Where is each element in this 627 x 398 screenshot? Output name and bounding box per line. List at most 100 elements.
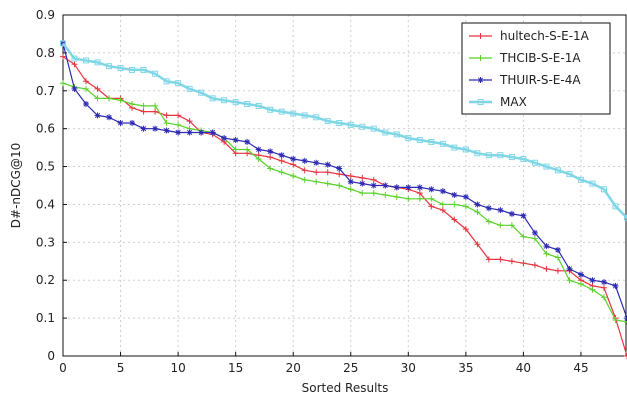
data-point-marker — [474, 241, 481, 248]
data-point-marker — [117, 97, 124, 104]
data-point-marker — [221, 135, 228, 142]
data-point-marker — [428, 186, 435, 193]
data-point-marker — [94, 112, 101, 119]
series-max — [60, 40, 627, 221]
data-point-marker — [232, 99, 239, 106]
data-point-marker — [140, 102, 147, 109]
data-point-marker — [382, 182, 389, 189]
data-point-marker — [152, 125, 159, 132]
data-point-marker — [577, 281, 584, 288]
data-point-marker — [451, 144, 458, 151]
data-point-marker — [531, 159, 538, 166]
data-point-marker — [359, 123, 366, 130]
data-point-marker — [589, 286, 596, 293]
data-point-marker — [209, 129, 216, 136]
data-point-marker — [451, 201, 458, 208]
data-point-marker — [477, 33, 484, 39]
data-point-marker — [324, 169, 331, 176]
data-point-marker — [520, 233, 527, 240]
data-point-marker — [71, 61, 78, 68]
data-point-marker — [209, 95, 216, 102]
data-point-marker — [359, 180, 366, 187]
data-point-marker — [313, 114, 320, 121]
data-point-marker — [485, 218, 492, 225]
data-point-marker — [566, 171, 573, 178]
data-point-marker — [347, 121, 354, 128]
x-tick-label: 20 — [286, 361, 301, 375]
data-point-marker — [83, 57, 90, 64]
data-point-marker — [175, 80, 182, 87]
data-point-marker — [278, 157, 285, 164]
data-point-marker — [508, 154, 515, 161]
data-point-marker — [301, 176, 308, 183]
y-tick-label: 0.2 — [36, 273, 55, 287]
data-point-marker — [405, 184, 412, 191]
data-point-marker — [393, 193, 400, 200]
data-point-marker — [600, 186, 607, 193]
data-point-marker — [255, 102, 262, 109]
data-point-marker — [370, 176, 377, 183]
data-point-marker — [60, 40, 66, 47]
data-point-marker — [543, 250, 550, 257]
data-point-marker — [175, 121, 182, 128]
data-point-marker — [462, 193, 469, 200]
legend-label: hultech-S-E-1A — [500, 29, 590, 43]
data-point-marker — [232, 137, 239, 144]
data-point-marker — [577, 176, 584, 183]
data-point-marker — [140, 108, 147, 115]
data-point-marker — [244, 138, 251, 145]
data-point-marker — [439, 207, 446, 214]
data-point-marker — [278, 152, 285, 159]
data-point-marker — [313, 159, 320, 166]
data-point-marker — [186, 118, 193, 125]
data-point-marker — [612, 282, 619, 289]
data-point-marker — [94, 85, 101, 92]
data-point-marker — [589, 180, 596, 187]
x-axis-label: Sorted Results — [302, 381, 389, 395]
data-point-marker — [624, 318, 627, 325]
data-point-marker — [497, 256, 504, 263]
y-tick-label: 0.1 — [36, 311, 55, 325]
series-layer — [60, 40, 627, 359]
x-tick-label: 0 — [59, 361, 67, 375]
data-point-marker — [462, 146, 469, 153]
series-line — [62, 82, 627, 323]
data-point-marker — [301, 167, 308, 174]
data-point-marker — [439, 201, 446, 208]
data-point-marker — [520, 260, 527, 267]
data-point-marker — [520, 212, 527, 219]
y-tick-label: 0.7 — [36, 84, 55, 98]
data-point-marker — [140, 125, 147, 132]
data-point-marker — [71, 85, 78, 92]
series-thuir-s-e-4a — [60, 40, 627, 322]
data-point-marker — [347, 178, 354, 185]
data-point-marker — [324, 180, 331, 187]
data-point-marker — [83, 85, 90, 92]
data-point-marker — [267, 106, 274, 113]
data-point-marker — [106, 95, 113, 102]
data-point-marker — [624, 353, 627, 359]
data-point-marker — [600, 284, 607, 291]
data-point-marker — [232, 146, 239, 153]
data-point-marker — [508, 210, 515, 217]
data-point-marker — [612, 203, 619, 210]
data-point-marker — [140, 66, 147, 73]
data-point-marker — [117, 119, 124, 126]
data-point-marker — [324, 118, 331, 125]
data-point-marker — [382, 129, 389, 136]
data-point-marker — [290, 161, 297, 168]
data-point-marker — [393, 184, 400, 191]
x-tick-label: 30 — [401, 361, 416, 375]
data-point-marker — [600, 294, 607, 301]
data-point-marker — [485, 152, 492, 159]
data-point-marker — [313, 169, 320, 176]
data-point-marker — [152, 70, 159, 77]
data-point-marker — [244, 146, 251, 153]
data-point-marker — [359, 174, 366, 181]
data-point-marker — [508, 258, 515, 265]
data-point-marker — [267, 165, 274, 172]
y-tick-label: 0.5 — [36, 160, 55, 174]
data-point-marker — [370, 125, 377, 132]
data-point-marker — [83, 78, 90, 85]
